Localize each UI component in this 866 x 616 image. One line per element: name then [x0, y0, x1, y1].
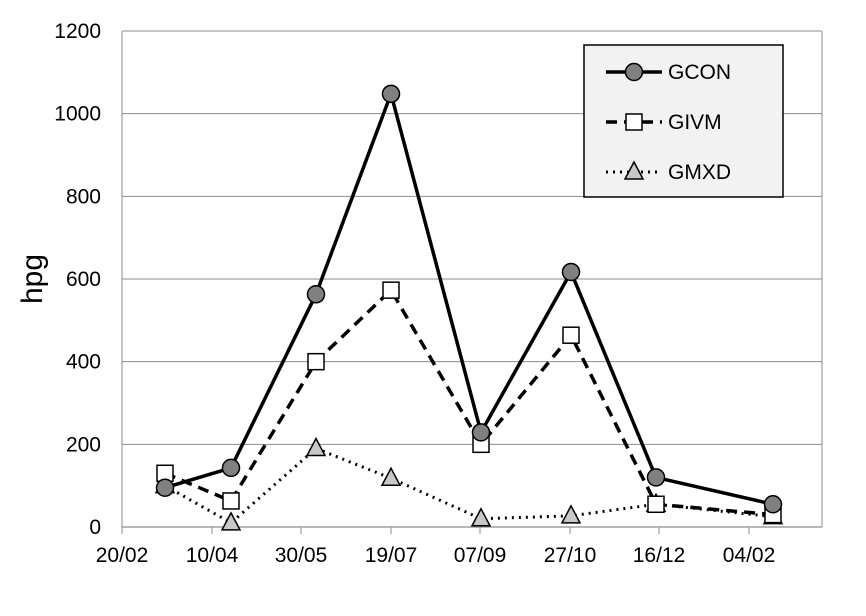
- legend-givm-label: GIVM: [668, 111, 722, 134]
- givm-point: [307, 352, 325, 371]
- legend-gcon-label: GCON: [668, 61, 731, 84]
- gcon-line: [164, 92, 774, 506]
- givm-point: [382, 281, 400, 299]
- y-tick-label: 1200: [54, 20, 101, 43]
- legend: GCON GIVM GMXD: [583, 44, 784, 198]
- y-tick-label: 600: [66, 268, 101, 291]
- y-tick-label: 0: [89, 516, 101, 539]
- gcon-point: [763, 495, 783, 514]
- gcon-point: [471, 423, 491, 442]
- x-tick-label: 04/02: [723, 544, 776, 567]
- gmxd-line: [164, 446, 774, 525]
- series-gcon: [155, 84, 783, 514]
- x-tick-label: 30/05: [275, 544, 328, 567]
- y-tick-label: 400: [66, 351, 101, 374]
- y-tick-label: 200: [66, 433, 101, 456]
- legend-gmxd-marker: [623, 160, 645, 180]
- x-tick-labels: 20/02 10/04 30/05 19/07 07/09 27/10 16/12 04/02: [96, 544, 776, 567]
- givm-point: [222, 492, 240, 510]
- y-tick-label: 800: [66, 185, 101, 208]
- x-tick-label: 20/02: [96, 544, 149, 567]
- legend-gcon-marker: [624, 62, 644, 82]
- gcon-point: [561, 262, 581, 282]
- legend-gmxd-label: GMXD: [668, 161, 731, 184]
- legend-givm-marker: [625, 113, 643, 131]
- gcon-point: [306, 285, 326, 304]
- gcon-point: [221, 458, 241, 478]
- givm-line: [164, 288, 774, 517]
- x-tick-label: 10/04: [186, 544, 239, 567]
- gmxd-point: [220, 511, 242, 531]
- x-tick-label: 19/07: [365, 544, 418, 567]
- gridlines: [122, 30, 822, 445]
- gmxd-point: [470, 507, 492, 527]
- y-tick-label: 1000: [54, 103, 101, 126]
- gcon-point: [646, 468, 666, 487]
- gmxd-point: [380, 466, 402, 486]
- x-tick-label: 16/12: [633, 544, 686, 567]
- gmxd-point: [305, 436, 327, 457]
- y-tick-labels: 0 200 400 600 800 1000 1200: [54, 20, 101, 539]
- series-group: [154, 84, 784, 531]
- gcon-point: [381, 84, 401, 104]
- givm-point: [562, 326, 580, 344]
- y-axis-title: hpg: [16, 254, 49, 304]
- gmxd-point: [560, 504, 582, 524]
- x-tick-label: 07/09: [454, 544, 507, 567]
- givm-point: [647, 495, 665, 514]
- x-tick-label: 27/10: [544, 544, 597, 567]
- series-givm: [156, 281, 782, 524]
- gcon-point: [155, 478, 175, 497]
